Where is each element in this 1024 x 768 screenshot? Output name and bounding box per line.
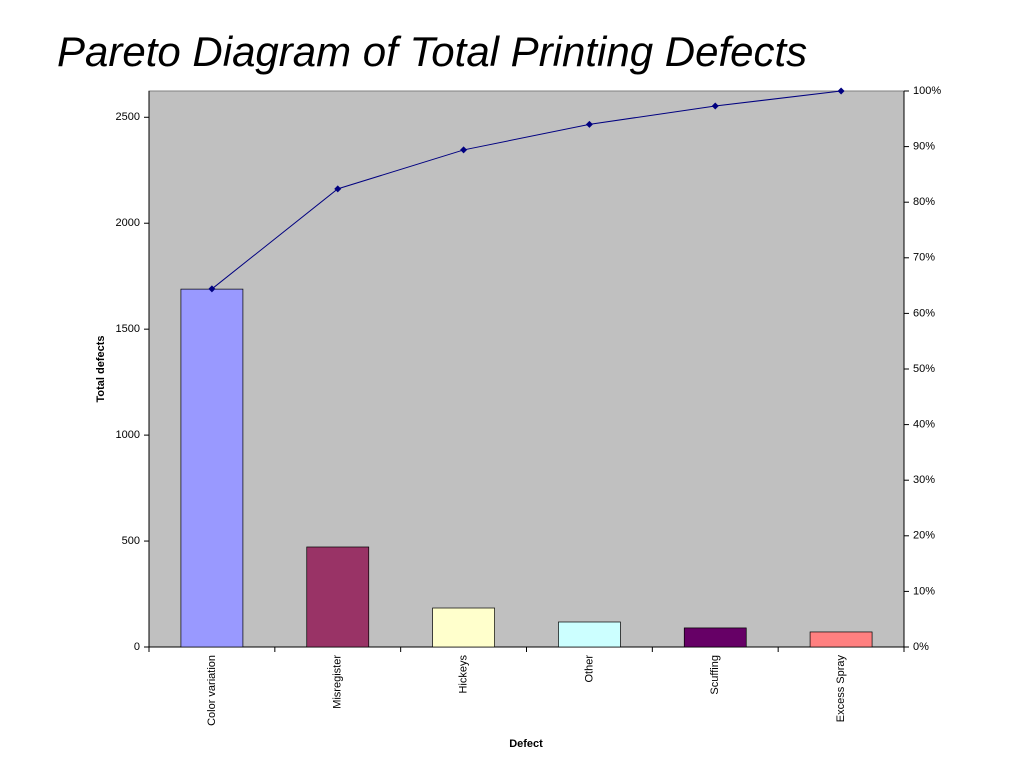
line-marker — [585, 120, 593, 128]
bar — [306, 546, 370, 648]
x-tick-label: Misregister — [332, 655, 344, 709]
y-tick-label: 1000 — [116, 429, 140, 441]
y2-tick-label: 70% — [913, 252, 935, 264]
bar — [558, 621, 621, 648]
chart-title: Pareto Diagram of Total Printing Defects — [57, 28, 807, 75]
y2-tick-label: 40% — [913, 419, 935, 431]
line-marker — [460, 146, 468, 154]
cumulative-line — [211, 90, 842, 290]
y2-tick-label: 20% — [913, 530, 935, 542]
x-tick-label: Color variation — [206, 655, 218, 726]
bar — [180, 288, 244, 648]
y2-tick-label: 60% — [913, 307, 935, 319]
y-tick-label: 500 — [122, 535, 140, 547]
y2-tick-label: 30% — [913, 474, 935, 486]
y2-tick-label: 10% — [913, 585, 935, 597]
y-tick-label: 1500 — [116, 323, 140, 335]
x-tick-label: Other — [583, 655, 595, 683]
bar — [432, 607, 495, 648]
y2-tick-label: 0% — [913, 641, 929, 653]
x-tick-label: Hickeys — [457, 655, 469, 694]
line-marker — [208, 285, 216, 293]
plot-area — [148, 90, 905, 648]
y-tick-label: 2500 — [116, 111, 140, 123]
x-tick-label: Scuffing — [709, 655, 721, 695]
y2-tick-label: 80% — [913, 196, 935, 208]
y2-tick-label: 50% — [913, 363, 935, 375]
y-axis-title: Total defects — [95, 335, 107, 402]
x-axis-title: Defect — [509, 738, 543, 750]
y2-tick-label: 100% — [913, 85, 941, 97]
y-tick-label: 2000 — [116, 217, 140, 229]
bar — [683, 627, 747, 648]
y-tick-label: 0 — [134, 641, 140, 653]
x-tick-label: Excess Spray — [835, 655, 847, 723]
line-marker — [711, 102, 719, 110]
line-marker — [334, 185, 342, 193]
y2-tick-label: 90% — [913, 141, 935, 153]
line-marker — [837, 87, 845, 95]
bar — [809, 631, 873, 648]
